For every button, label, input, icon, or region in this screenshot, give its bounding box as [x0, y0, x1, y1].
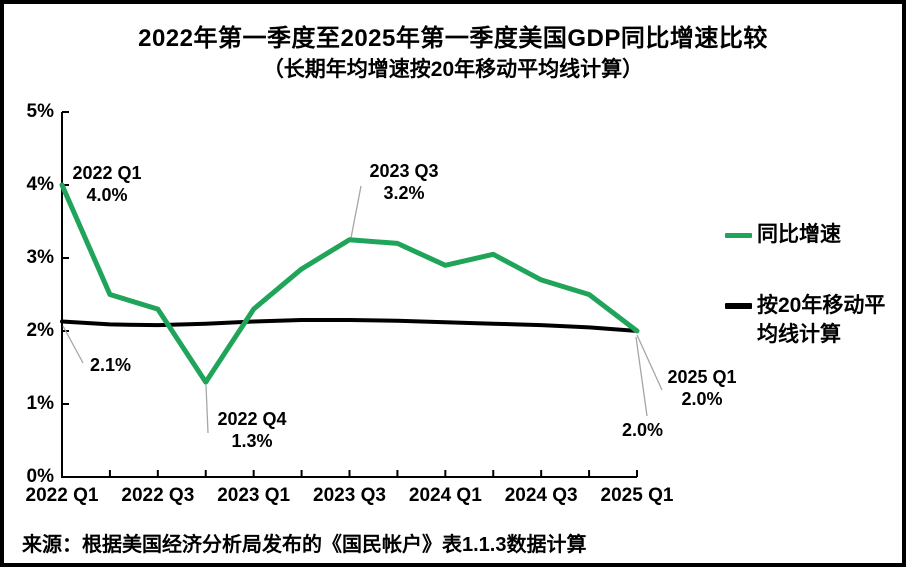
plot-area — [59, 111, 663, 478]
annotation-value: 2.1% — [90, 355, 132, 375]
annotation-ma-start: 2.1% — [90, 354, 131, 376]
x-axis-label: 2023 Q3 — [313, 485, 386, 506]
x-axis-label: 2022 Q3 — [121, 485, 195, 506]
annotation-label: 2022 Q4 — [217, 409, 287, 429]
annotation-2025q1: 2025 Q1 2.0% — [656, 366, 748, 410]
ma-line — [60, 318, 639, 333]
annotation-label: 2023 Q3 — [369, 161, 439, 181]
annotation-label: 2025 Q1 — [667, 367, 737, 387]
legend-label-yoy: 同比增速 — [757, 223, 841, 246]
legend-label-ma-line2: 均线计算 — [757, 323, 841, 346]
annotation-ma-end: 2.0% — [622, 419, 663, 441]
y-axis-label: 4% — [26, 174, 54, 195]
source-note: 来源：根据美国经济分析局发布的《国民帐户》表1.1.3数据计算 — [22, 534, 587, 556]
annotation-value: 1.3% — [231, 431, 273, 451]
x-axis-label: 2022 Q1 — [25, 485, 99, 506]
annotation-2023q3: 2023 Q3 3.2% — [359, 160, 449, 204]
legend-label-ma-line1: 按20年移动平 — [757, 294, 886, 317]
annotation-value: 4.0% — [86, 185, 128, 205]
legend-label-ma: 按20年移动平 均线计算 — [757, 291, 885, 349]
x-axis-label: 2025 Q1 — [600, 485, 674, 506]
annotation-leader — [62, 325, 84, 364]
yoy-line — [59, 182, 640, 385]
y-axis-label: 3% — [26, 247, 54, 268]
annotation-label: 2022 Q1 — [72, 163, 142, 183]
y-axis-label: 5% — [26, 101, 54, 122]
annotation-2022q1: 2022 Q1 4.0% — [62, 162, 152, 206]
annotation-leader — [350, 185, 362, 239]
x-axis-label: 2024 Q3 — [504, 485, 578, 506]
legend-entry-yoy: 同比增速 — [725, 220, 841, 249]
annotation-2022q4: 2022 Q4 1.3% — [207, 408, 297, 452]
ma-line-swatch-icon — [725, 303, 752, 309]
x-axis-label: 2024 Q1 — [408, 485, 482, 506]
chart-title: 2022年第一季度至2025年第一季度美国GDP同比增速比较 — [138, 25, 768, 52]
chart-subtitle: （长期年均增速按20年移动平均线计算） — [262, 58, 644, 81]
annotation-leader — [205, 384, 209, 434]
y-axis-label: 2% — [26, 320, 54, 341]
annotation-leader — [635, 336, 648, 417]
annotation-value: 2.0% — [622, 420, 664, 440]
legend-entry-ma: 按20年移动平 均线计算 — [725, 291, 885, 349]
y-axis-label: 0% — [26, 466, 54, 487]
y-axis-label: 1% — [26, 393, 54, 414]
yoy-line-swatch-icon — [725, 233, 752, 238]
annotation-value: 2.0% — [681, 389, 723, 409]
x-axis-label: 2023 Q1 — [217, 485, 291, 506]
annotation-leader — [636, 334, 663, 391]
annotation-value: 3.2% — [383, 183, 425, 203]
